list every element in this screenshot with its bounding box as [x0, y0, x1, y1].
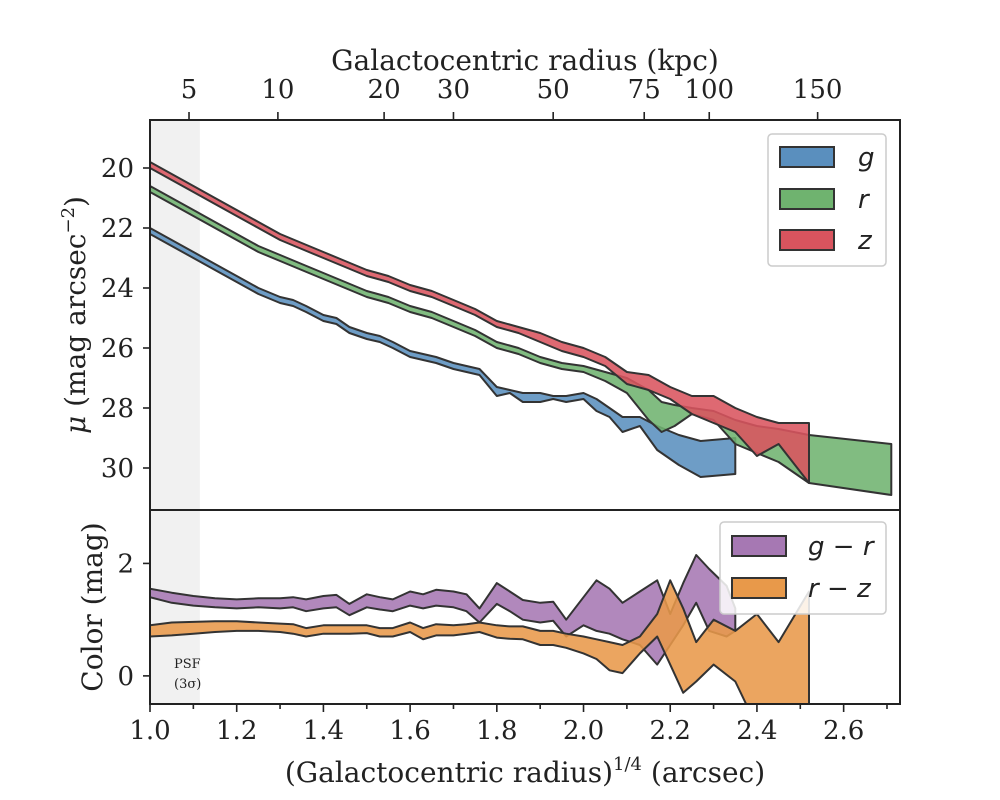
y-tick-label-26: 26 [101, 334, 134, 364]
legend-label-r-z: r − z [808, 574, 872, 604]
y-tick-label-24: 24 [101, 274, 134, 304]
legend-label-z: z [857, 226, 873, 256]
bottom-panel-frame [149, 509, 901, 705]
kpc-tick-label-20: 20 [368, 75, 401, 105]
x-tick-label-1.0: 1.0 [129, 716, 170, 746]
kpc-tick-label-150: 150 [793, 75, 843, 105]
kpc-tick-label-50: 50 [537, 75, 570, 105]
legend-swatch-z [779, 229, 835, 251]
band-g-minus-r [150, 554, 737, 666]
y-tick-label-28: 28 [101, 394, 134, 424]
legend-swatch-r [779, 188, 835, 210]
x-tick-label-1.8: 1.8 [476, 716, 517, 746]
bottom-legend: g − r r − z [719, 521, 887, 615]
psf-annotation-line2: (3σ) [174, 677, 201, 692]
top-x-axis-label: Galactocentric radius (kpc) [331, 44, 719, 77]
legend-swatch-r-z [731, 577, 787, 599]
top-legend: g r z [767, 133, 887, 267]
y-tick-label-30: 30 [101, 454, 134, 484]
legend-label-r: r [858, 185, 871, 215]
legend-label-g-r: g − r [808, 532, 876, 562]
psf-shaded-region [150, 120, 200, 704]
kpc-tick-label-30: 30 [437, 75, 470, 105]
legend-swatch-g-r [731, 535, 787, 557]
legend-label-g: g [858, 143, 875, 173]
color-y-tick-label-0: 0 [117, 662, 134, 692]
x-tick-label-2.2: 2.2 [650, 716, 691, 746]
top-y-axis-label: μ (mag arcsec−2) [58, 196, 92, 434]
kpc-tick-label-10: 10 [261, 75, 294, 105]
band-z [150, 161, 810, 484]
x-tick-label-2.6: 2.6 [823, 716, 864, 746]
bottom-x-axis-label: (Galactocentric radius)1/4 (arcsec) [285, 754, 765, 789]
x-tick-label-2.4: 2.4 [736, 716, 777, 746]
x-tick-label-1.6: 1.6 [389, 716, 430, 746]
x-tick-label-1.4: 1.4 [303, 716, 344, 746]
kpc-tick-label-100: 100 [684, 75, 734, 105]
x-tick-label-1.2: 1.2 [216, 716, 257, 746]
kpc-tick-label-5: 5 [181, 75, 198, 105]
x-tick-label-2.0: 2.0 [563, 716, 604, 746]
psf-annotation-line1: PSF [174, 657, 201, 672]
legend-swatch-g [779, 146, 835, 168]
color-y-tick-label-2: 2 [117, 549, 134, 579]
bottom-y-axis-label: Color (mag) [76, 522, 109, 691]
y-tick-label-22: 22 [101, 214, 134, 244]
band-g [150, 227, 737, 478]
band-r-minus-z [150, 579, 810, 704]
y-tick-label-20: 20 [101, 154, 134, 184]
kpc-tick-label-75: 75 [628, 75, 661, 105]
